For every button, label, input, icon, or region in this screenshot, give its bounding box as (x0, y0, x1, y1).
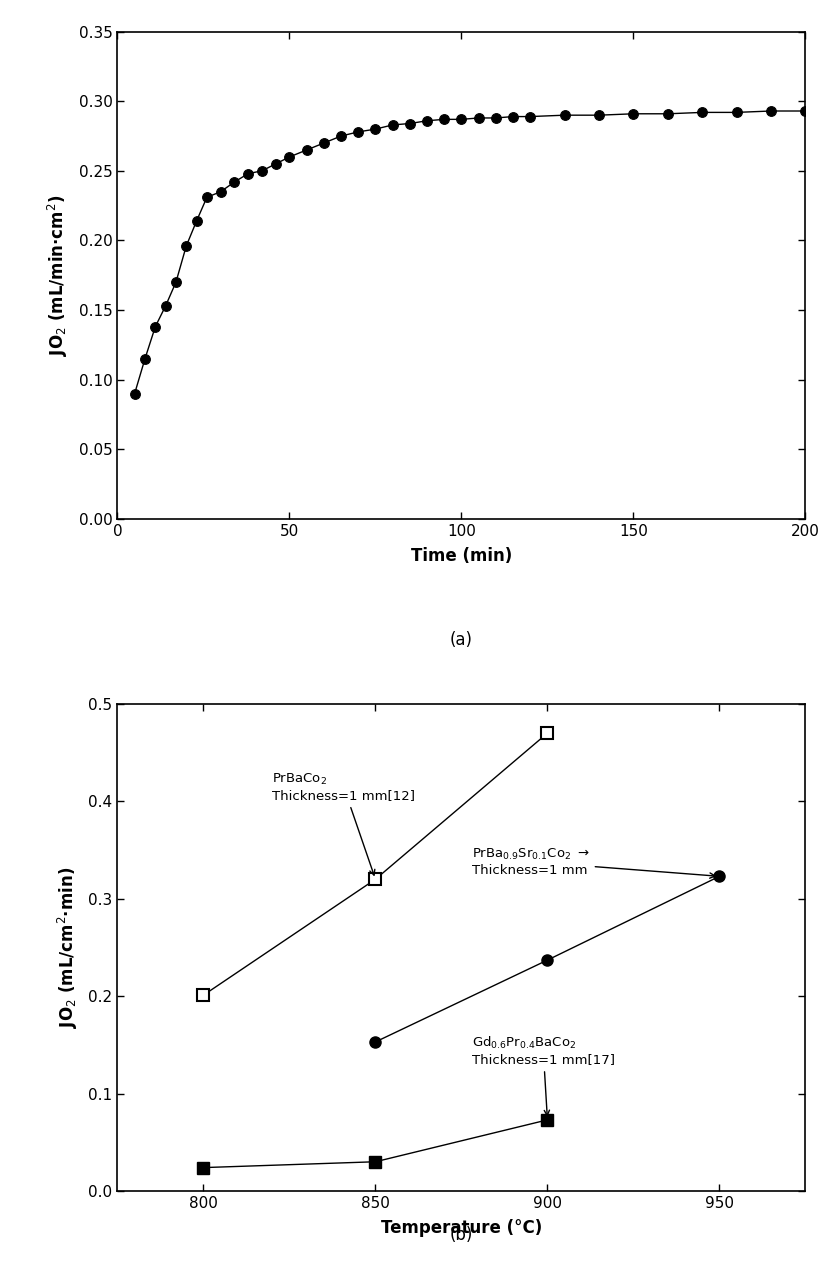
Y-axis label: JO$_2$ (mL/cm$^2$·min): JO$_2$ (mL/cm$^2$·min) (56, 867, 80, 1028)
Text: Gd$_{0.6}$Pr$_{0.4}$BaCo$_2$
Thickness=1 mm[17]: Gd$_{0.6}$Pr$_{0.4}$BaCo$_2$ Thickness=1… (472, 1035, 615, 1115)
Text: PrBa$_{0.9}$Sr$_{0.1}$Co$_2$ $\rightarrow$
Thickness=1 mm: PrBa$_{0.9}$Sr$_{0.1}$Co$_2$ $\rightarro… (472, 846, 715, 878)
X-axis label: Time (min): Time (min) (411, 547, 512, 565)
Text: PrBaCo$_2$
Thickness=1 mm[12]: PrBaCo$_2$ Thickness=1 mm[12] (273, 772, 415, 875)
X-axis label: Temperature (°C): Temperature (°C) (381, 1219, 542, 1237)
Y-axis label: JO$_2$ (mL/min·cm$^2$): JO$_2$ (mL/min·cm$^2$) (46, 195, 70, 356)
Text: (b): (b) (450, 1226, 473, 1244)
Text: (a): (a) (450, 631, 473, 649)
